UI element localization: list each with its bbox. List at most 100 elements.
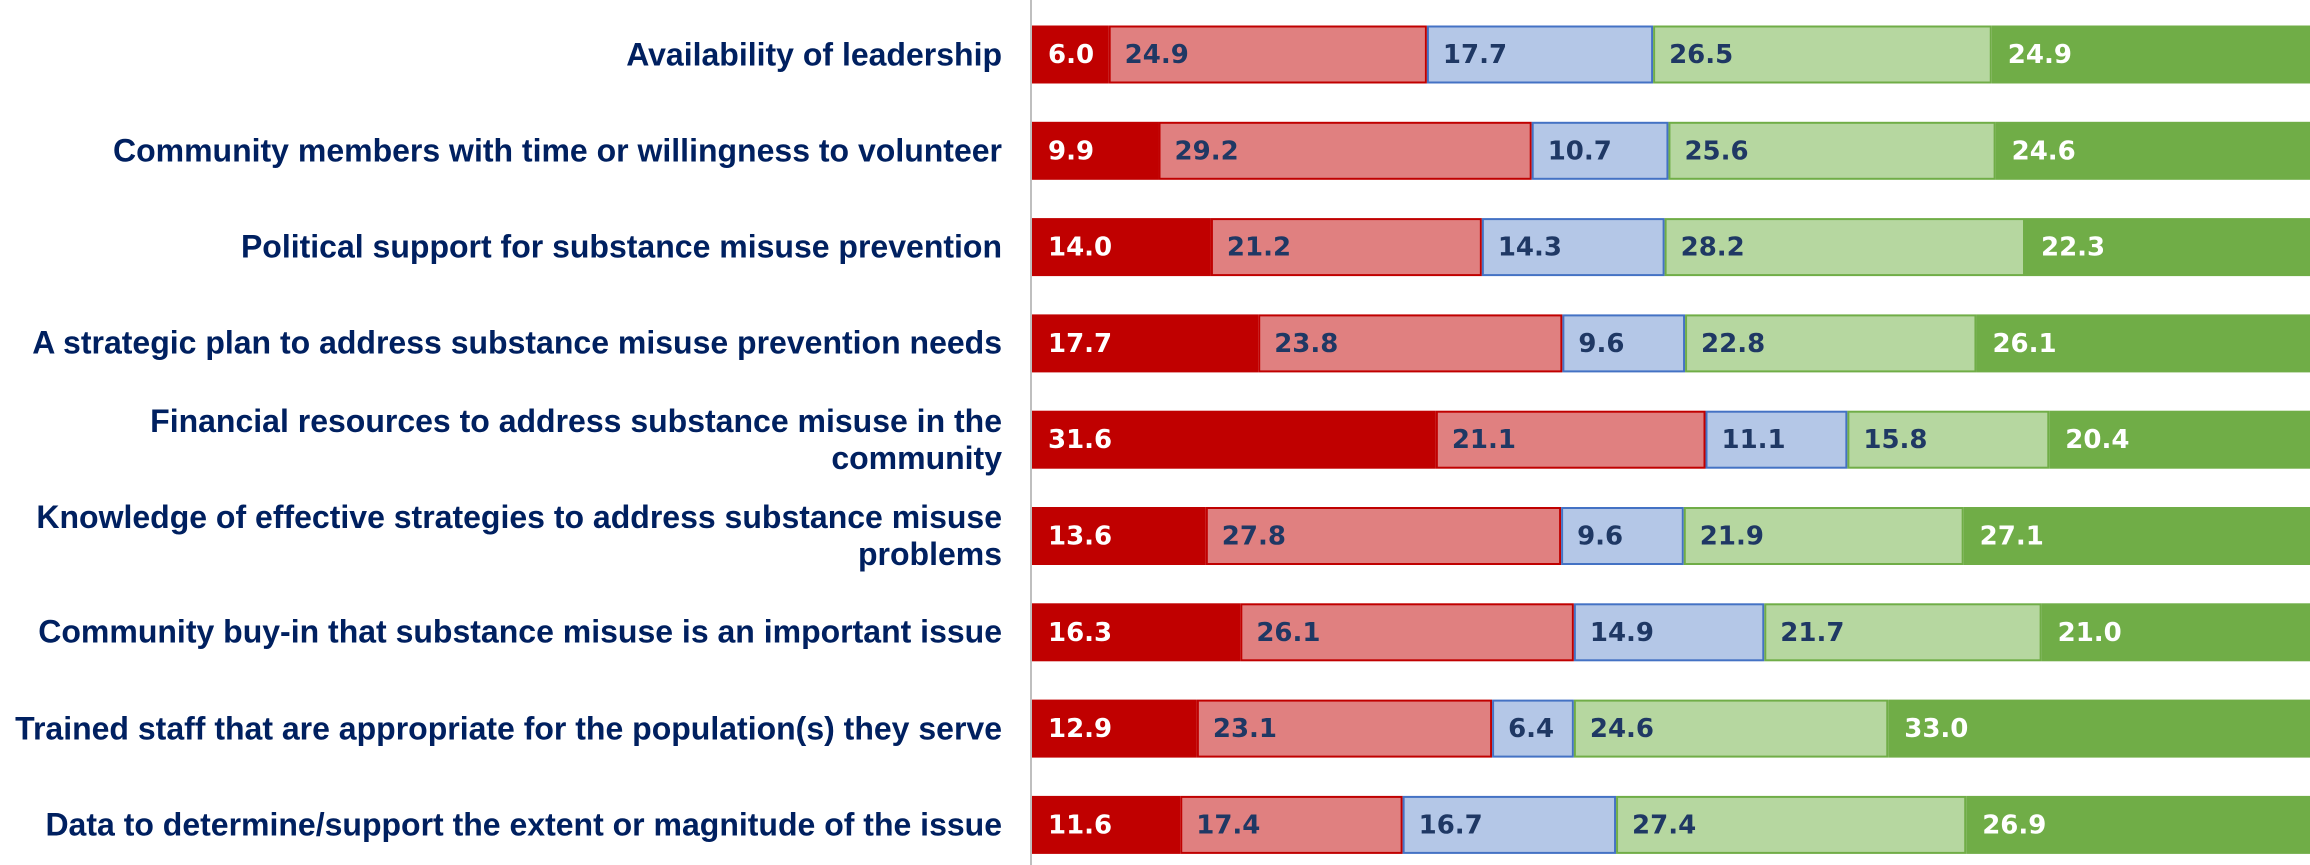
bar-segment (1764, 603, 2042, 662)
category-label: Community buy-in that substance misuse i… (38, 613, 1002, 650)
data-label: 16.7 (1419, 810, 1483, 840)
bar-segment (1995, 121, 2310, 180)
data-label: 21.7 (1780, 618, 1844, 648)
bar-segment (1616, 795, 1967, 854)
category-label: Data to determine/support the extent or … (45, 806, 1002, 843)
data-label: 27.4 (1632, 810, 1696, 840)
data-label: 33.0 (1904, 714, 1968, 744)
data-label: 26.1 (1992, 329, 2056, 359)
bar-segment (1196, 699, 1493, 758)
bar-segment (1888, 699, 2310, 758)
data-label: 21.9 (1700, 522, 1764, 552)
data-label: 27.8 (1222, 522, 1286, 552)
category-label: Trained staff that are appropriate for t… (15, 710, 1002, 747)
data-label: 21.0 (2058, 618, 2122, 648)
data-label: 22.3 (2041, 233, 2105, 263)
bar-segment (2025, 218, 2310, 277)
data-label: 26.5 (1669, 40, 1733, 70)
bar-segment (1032, 25, 1109, 84)
bar-segment (1531, 121, 1669, 180)
category-label: Availability of leadership (626, 36, 1002, 72)
bar-segment (1966, 795, 2310, 854)
data-label: 27.1 (1980, 522, 2044, 552)
data-label: 20.4 (2065, 425, 2129, 455)
category-label: Political support for substance misuse p… (240, 228, 1002, 265)
bar-segment (1180, 795, 1403, 854)
data-label: 22.8 (1701, 329, 1765, 359)
data-label: 25.6 (1684, 136, 1748, 166)
category-label: A strategic plan to address substance mi… (32, 324, 1002, 361)
data-label: 23.8 (1274, 329, 1338, 359)
data-label: 14.9 (1590, 618, 1654, 648)
data-label: 28.2 (1681, 233, 1745, 263)
data-label: 15.8 (1863, 425, 1927, 455)
category-label: Financial resources to address substance… (150, 402, 1002, 476)
bar-segment (1573, 699, 1889, 758)
data-label: 13.6 (1048, 522, 1112, 552)
data-label: 9.9 (1048, 136, 1094, 166)
data-label: 6.4 (1508, 714, 1554, 744)
data-label: 24.6 (1590, 714, 1654, 744)
bar-segment (1210, 218, 1482, 277)
bar-segment (1258, 314, 1563, 373)
data-label: 26.1 (1256, 618, 1320, 648)
bar-segment (1991, 25, 2310, 84)
bar-segment (1976, 314, 2310, 373)
bar-segment (1847, 410, 2050, 469)
bar-segment (1205, 507, 1562, 565)
bar-segment (1481, 218, 1665, 277)
data-label: 21.2 (1227, 233, 1291, 263)
data-label: 24.6 (2012, 136, 2076, 166)
bar-segment (1705, 410, 1848, 469)
data-label: 17.7 (1048, 329, 1112, 359)
data-label: 14.3 (1498, 233, 1562, 263)
data-label: 16.3 (1048, 618, 1112, 648)
data-label: 24.9 (1125, 40, 1189, 70)
bar-segment (1653, 25, 1992, 84)
bar-segment (1492, 699, 1574, 758)
bar-segment (1240, 603, 1574, 662)
data-label: 21.1 (1452, 425, 1516, 455)
bar-segment (1435, 410, 1706, 469)
data-label: 26.9 (1982, 810, 2046, 840)
bar-segment (1032, 795, 1181, 854)
bar-segment (1402, 795, 1617, 854)
data-label: 29.2 (1175, 136, 1239, 166)
bar-segment (1032, 699, 1197, 758)
bar-segment (2049, 410, 2310, 469)
bar-segment (2041, 603, 2310, 662)
data-label: 12.9 (1048, 714, 1112, 744)
data-label: 9.6 (1578, 329, 1624, 359)
data-label: 23.1 (1213, 714, 1277, 744)
bar-segment (1561, 507, 1684, 565)
data-label: 17.4 (1196, 810, 1260, 840)
bar-segment (1664, 218, 2026, 277)
bar-segment (1032, 507, 1206, 565)
bar-segment (1685, 314, 1977, 373)
data-label: 14.0 (1048, 233, 1112, 263)
bar-segment (1426, 25, 1654, 84)
data-label: 6.0 (1048, 40, 1094, 70)
bar-segment (1032, 410, 1436, 469)
bar-segment (1032, 218, 1211, 277)
data-label: 17.7 (1443, 40, 1507, 70)
data-label: 9.6 (1577, 522, 1623, 552)
bar-segment (1573, 603, 1765, 662)
data-label: 11.6 (1048, 810, 1112, 840)
bar-segment (1032, 121, 1159, 180)
bar-segment (1963, 507, 2310, 565)
data-label: 24.9 (2008, 40, 2072, 70)
bar-segment (1158, 121, 1532, 180)
bar-segment (1668, 121, 1996, 180)
data-label: 10.7 (1548, 136, 1612, 166)
category-label: Community members with time or willingne… (112, 132, 1002, 169)
bar-segment (1108, 25, 1427, 84)
bar-segment (1032, 603, 1241, 662)
category-label: Knowledge of effective strategies to add… (36, 499, 1002, 572)
bar-segment (1683, 507, 1964, 565)
bar-segment (1562, 314, 1686, 373)
data-label: 31.6 (1048, 425, 1112, 455)
data-label: 11.1 (1722, 425, 1786, 455)
